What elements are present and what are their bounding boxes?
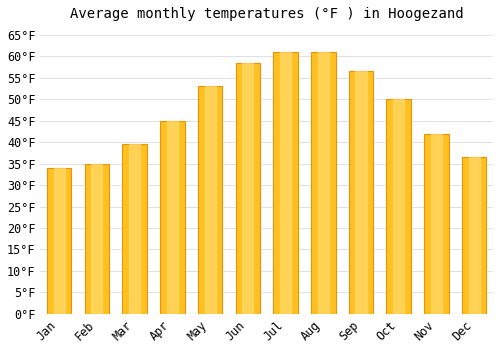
Bar — [348, 71, 374, 314]
Bar — [280, 52, 291, 314]
Bar — [84, 164, 109, 314]
Bar — [160, 121, 184, 314]
Bar — [198, 86, 222, 314]
Bar — [274, 52, 298, 314]
Bar — [242, 63, 254, 314]
Bar — [167, 121, 178, 314]
Bar — [311, 52, 336, 314]
Bar — [356, 71, 366, 314]
Bar — [204, 86, 216, 314]
Bar — [54, 168, 64, 314]
Bar — [236, 63, 260, 314]
Title: Average monthly temperatures (°F ) in Hoogezand: Average monthly temperatures (°F ) in Ho… — [70, 7, 464, 21]
Bar — [468, 157, 479, 314]
Bar — [462, 157, 486, 314]
Bar — [393, 99, 404, 314]
Bar — [92, 164, 102, 314]
Bar — [129, 144, 140, 314]
Bar — [386, 99, 411, 314]
Bar — [122, 144, 147, 314]
Bar — [424, 134, 448, 314]
Bar — [47, 168, 72, 314]
Bar — [318, 52, 329, 314]
Bar — [431, 134, 442, 314]
